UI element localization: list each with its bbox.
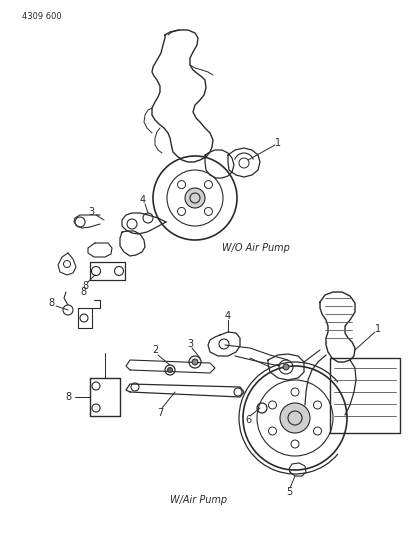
Text: 4309 600: 4309 600 [22,12,62,21]
Text: W/Air Pump: W/Air Pump [170,495,227,505]
Text: 8: 8 [80,287,86,297]
Text: W/O Air Pump: W/O Air Pump [222,243,290,253]
Text: 1: 1 [275,138,281,148]
Text: 8: 8 [48,298,54,308]
Circle shape [185,188,205,208]
Text: 8: 8 [82,281,88,291]
Circle shape [283,364,289,370]
Text: 4: 4 [140,195,146,205]
Text: 5: 5 [286,487,292,497]
Text: 3: 3 [88,207,94,217]
Text: 6: 6 [245,415,251,425]
Circle shape [168,367,173,373]
Text: 2: 2 [152,345,158,355]
Circle shape [280,403,310,433]
Text: 1: 1 [375,324,381,334]
Text: 4: 4 [225,311,231,321]
Text: 8: 8 [65,392,71,402]
Text: 7: 7 [157,408,163,418]
Circle shape [192,359,198,365]
Text: 3: 3 [187,339,193,349]
